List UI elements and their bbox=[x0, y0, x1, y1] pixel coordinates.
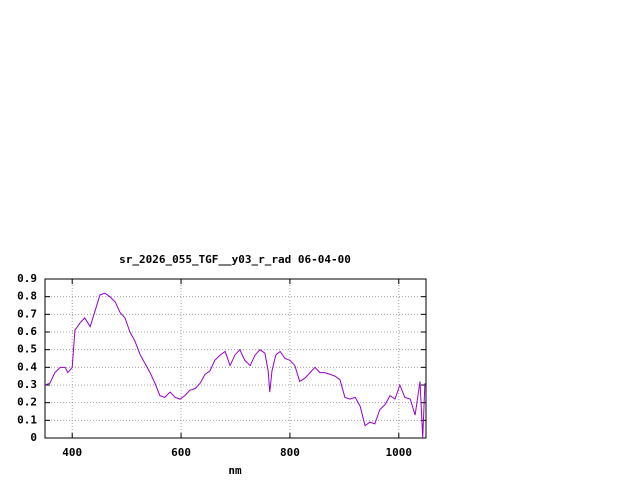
x-tick-label: 600 bbox=[171, 446, 191, 459]
y-tick-label: 0.7 bbox=[17, 307, 37, 320]
y-tick-label: 0.9 bbox=[17, 272, 37, 285]
y-tick-label: 0.2 bbox=[17, 396, 37, 409]
y-tick-label: 0.8 bbox=[17, 290, 37, 303]
y-tick-label: 0.5 bbox=[17, 343, 37, 356]
plot-frame bbox=[44, 278, 427, 439]
x-tick-label: 400 bbox=[62, 446, 82, 459]
x-tick-label: 1000 bbox=[386, 446, 413, 459]
data-line bbox=[44, 292, 426, 439]
y-tick-label: 0.6 bbox=[17, 325, 37, 338]
x-axis-label: nm bbox=[228, 464, 242, 477]
y-tick-label: 0 bbox=[30, 431, 37, 444]
y-tick-label: 0.4 bbox=[17, 360, 37, 373]
x-tick-label: 800 bbox=[280, 446, 300, 459]
y-tick-label: 0.1 bbox=[17, 413, 37, 426]
y-tick-label: 0.3 bbox=[17, 378, 37, 391]
chart-title: sr_2026_055_TGF__y03_r_rad 06-04-00 bbox=[119, 253, 351, 266]
